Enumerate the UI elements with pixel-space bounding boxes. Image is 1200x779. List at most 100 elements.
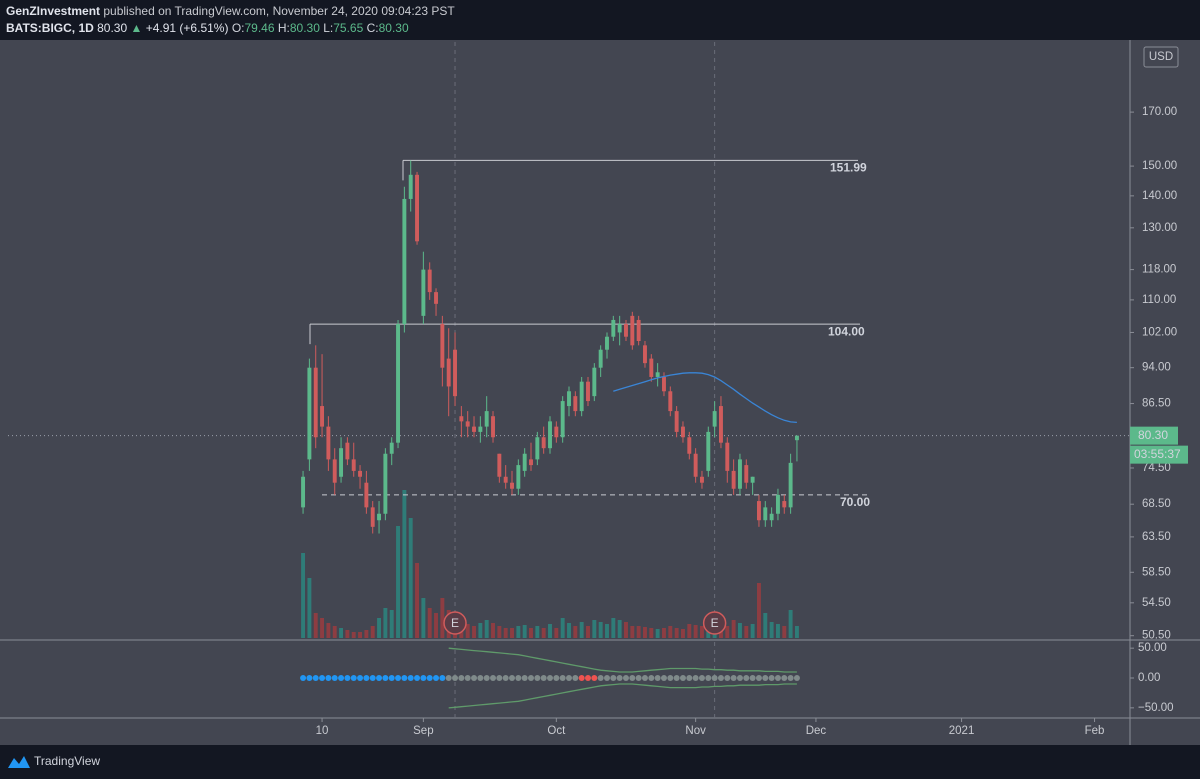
volume-bar [370, 626, 375, 638]
candle-body [351, 459, 356, 471]
indicator-dot [730, 675, 737, 682]
candle-body [579, 381, 584, 412]
candle-body [541, 437, 546, 449]
indicator-dot [654, 675, 661, 682]
indicator-dot [407, 675, 414, 682]
candle-body [522, 453, 527, 471]
indicator-dot [363, 675, 370, 682]
indicator-dot [793, 675, 800, 682]
candle-body [370, 507, 375, 527]
volume-bar [687, 624, 692, 638]
volume-bar [364, 630, 369, 638]
volume-bar [554, 628, 559, 638]
indicator-dot [762, 675, 769, 682]
indicator-dot [350, 675, 357, 682]
volume-bar [700, 626, 704, 638]
candle-body [320, 406, 325, 427]
volume-bar [478, 623, 483, 638]
volume-bar [503, 628, 508, 638]
indicator-dot [673, 675, 680, 682]
volume-bar [472, 626, 476, 638]
indicator-dot [774, 675, 781, 682]
open-value: 79.46 [244, 21, 274, 35]
candle-body [605, 336, 609, 350]
candle-body [617, 324, 622, 333]
indicator-dot [603, 675, 610, 682]
volume-bar [693, 625, 698, 638]
symbol: BATS:BIGC, 1D [6, 21, 94, 35]
candle-body [389, 442, 394, 454]
volume-bar [408, 518, 413, 638]
indicator-dot [502, 675, 509, 682]
chart-background [0, 40, 1200, 745]
indicator-dot [420, 675, 427, 682]
volume-bar [402, 490, 407, 638]
candle-body [516, 465, 521, 489]
indicator-dot [610, 675, 617, 682]
volume-bar [522, 625, 527, 638]
x-tick-label: 2021 [949, 725, 975, 737]
change: +4.91 (+6.51%) [146, 21, 229, 35]
volume-bar [396, 526, 401, 638]
indicator-dot [395, 675, 402, 682]
volume-bar [535, 626, 540, 638]
y-tick-label: 150.00 [1142, 160, 1177, 172]
candle-body [503, 476, 508, 483]
indicator-dot [698, 675, 705, 682]
x-tick-label: Dec [806, 725, 827, 737]
indicator-dot [483, 675, 490, 682]
open-label: O: [232, 21, 245, 35]
y-tick-label: 140.00 [1142, 190, 1177, 202]
volume-bar [617, 620, 622, 638]
volume-bar [750, 624, 755, 638]
candle-body [719, 406, 723, 443]
indicator-dot [300, 675, 307, 682]
indicator-dot [338, 675, 345, 682]
volume-bar [598, 622, 603, 638]
candle-body [465, 421, 470, 427]
indicator-dot [439, 675, 446, 682]
indicator-dot [641, 675, 648, 682]
y-tick-label: 54.50 [1142, 597, 1171, 609]
volume-bar [440, 598, 445, 638]
countdown-box [1130, 445, 1188, 464]
indicator-dot [743, 675, 750, 682]
y-tick-label: 68.50 [1142, 498, 1171, 510]
volume-bar [769, 622, 774, 638]
volume-bar [744, 626, 749, 638]
level-label: 151.99 [830, 161, 867, 175]
volume-bar [421, 598, 426, 638]
volume-bar [756, 583, 761, 638]
change-arrow: ▲ [131, 21, 143, 35]
indicator-dot [401, 675, 408, 682]
volume-bar [586, 626, 590, 638]
publish-line: GenZInvestment published on TradingView.… [6, 4, 455, 18]
logo-icon [8, 756, 30, 768]
candle-body [598, 349, 603, 368]
candle-body [345, 442, 350, 460]
candle-body [427, 269, 432, 293]
candle-body [402, 198, 407, 325]
candle-body [421, 269, 426, 316]
candle-body [706, 431, 711, 471]
indicator-dot [534, 675, 541, 682]
y-tick-label: 63.50 [1142, 531, 1171, 543]
volume-bar [605, 624, 609, 638]
volume-bar [510, 628, 514, 638]
candle-body [788, 462, 793, 508]
volume-bar [725, 626, 730, 638]
indicator-dot [344, 675, 351, 682]
indicator-dot [445, 675, 452, 682]
candle-body [611, 319, 616, 337]
volume-bar [662, 628, 666, 638]
volume-bar [763, 613, 768, 638]
candle-body [725, 442, 730, 471]
volume-bar [782, 626, 787, 638]
candle-body [301, 476, 306, 508]
level-label: 104.00 [828, 324, 865, 338]
moving-average [613, 372, 797, 424]
footer-bar [0, 745, 1200, 779]
indicator-dot [667, 675, 674, 682]
indicator-dot [724, 675, 731, 682]
